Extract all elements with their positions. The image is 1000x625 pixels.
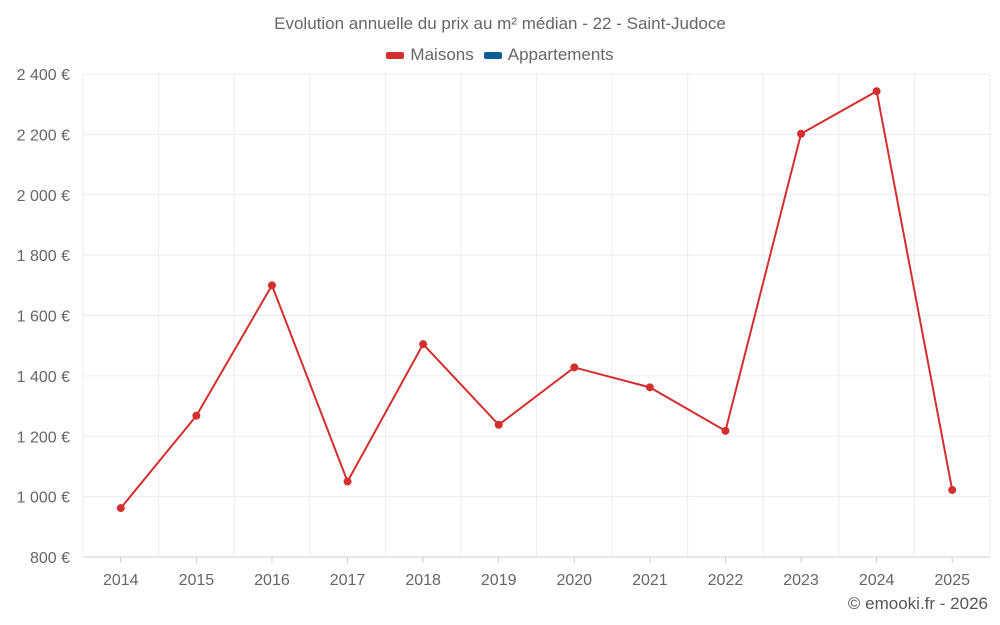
legend-swatch-appartements: [483, 51, 502, 59]
legend-label-appartements: Appartements: [507, 45, 614, 64]
data-point: [645, 383, 654, 392]
data-point: [267, 281, 276, 290]
y-tick-label: 2 200 €: [17, 127, 70, 144]
legend-item-maisons[interactable]: Maisons: [386, 45, 474, 65]
x-tick-label: 2024: [859, 572, 895, 589]
x-tick-label: 2015: [179, 572, 215, 589]
legend: Maisons Appartements: [0, 45, 1000, 65]
y-tick-label: 1 800 €: [17, 248, 70, 265]
y-tick-label: 1 600 €: [17, 309, 70, 326]
x-tick-label: 2021: [632, 572, 668, 589]
x-tick-label: 2023: [783, 572, 819, 589]
data-point: [872, 87, 881, 96]
y-tick-label: 1 000 €: [17, 490, 70, 507]
data-point: [343, 477, 352, 486]
data-point: [797, 129, 806, 138]
y-tick-label: 1 200 €: [17, 429, 70, 446]
legend-swatch-maisons: [386, 51, 405, 59]
copyright-text: © emooki.fr - 2026: [847, 594, 988, 613]
x-tick-label: 2018: [405, 572, 441, 589]
y-tick-label: 2 000 €: [17, 188, 70, 205]
data-point: [948, 485, 957, 494]
x-tick-label: 2025: [934, 572, 970, 589]
x-tick-label: 2019: [481, 572, 517, 589]
y-tick-label: 2 400 €: [17, 67, 70, 84]
y-tick-label: 800 €: [30, 550, 70, 567]
series-line-maisons: [120, 89, 954, 509]
data-point: [116, 504, 125, 513]
chart-title: Evolution annuelle du prix au m² médian …: [274, 14, 726, 33]
legend-item-appartements[interactable]: Appartements: [483, 45, 614, 65]
data-point: [419, 340, 428, 349]
data-point: [494, 420, 503, 429]
y-tick-label: 1 400 €: [17, 369, 70, 386]
x-tick-label: 2017: [330, 572, 366, 589]
x-tick-label: 2022: [708, 572, 744, 589]
x-tick-label: 2020: [556, 572, 592, 589]
data-point: [192, 411, 201, 420]
data-point: [721, 426, 730, 435]
x-tick-label: 2016: [254, 572, 290, 589]
legend-label-maisons: Maisons: [410, 45, 474, 64]
x-tick-label: 2014: [103, 572, 139, 589]
data-point: [570, 363, 579, 372]
